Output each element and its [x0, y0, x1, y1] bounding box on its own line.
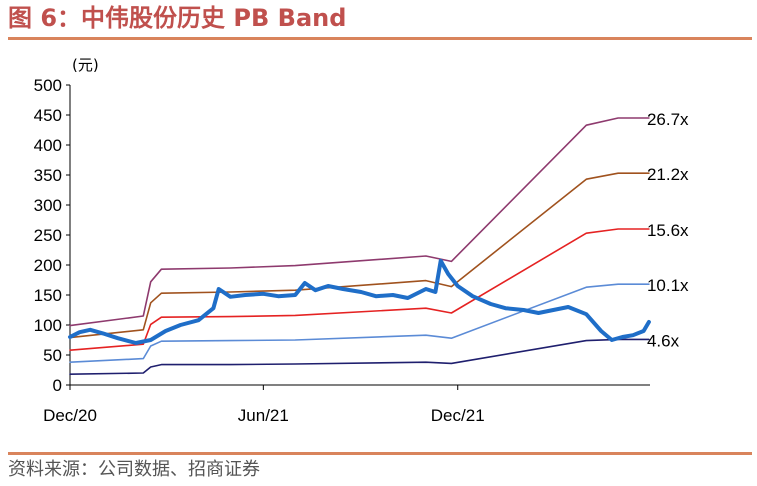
source-note: 资料来源：公司数据、招商证券	[8, 459, 260, 480]
y-tick-label: 50	[43, 346, 62, 365]
y-axis: 0 50 100 150 200 250 300 350 400 450 500	[34, 76, 71, 395]
pb-band-label: 15.6x	[647, 221, 689, 240]
x-tick-label: Jun/21	[238, 406, 289, 425]
y-tick-label: 300	[34, 196, 62, 215]
y-tick-label: 500	[34, 76, 62, 95]
pb-band-label: 21.2x	[647, 165, 689, 184]
source-divider	[8, 452, 752, 455]
pb-band-label: 10.1x	[647, 276, 689, 295]
y-tick-label: 450	[34, 106, 62, 125]
pb-band-line	[69, 228, 650, 351]
x-tick-label: Dec/21	[431, 406, 485, 425]
pb-band-chart: (元) 0 50 100 150 200 250 300 350 400 450 500 Dec/2…	[34, 56, 689, 425]
share-price-line	[68, 258, 651, 345]
pb-band-line	[69, 338, 650, 375]
pb-band-line	[69, 172, 650, 339]
title-divider	[8, 37, 752, 40]
pb-band-label: 4.6x	[647, 331, 680, 350]
pb-band-labels: 4.6x 10.1x 15.6x 21.2x 26.7x	[647, 110, 689, 350]
y-tick-label: 200	[34, 256, 62, 275]
pb-band-line	[69, 117, 650, 327]
figure-title: 图 6：中伟股份历史 PB Band	[8, 4, 347, 32]
pb-band-label: 26.7x	[647, 110, 689, 129]
x-tick-label: Dec/20	[43, 406, 97, 425]
pb-band-line	[69, 283, 650, 363]
x-axis: Dec/20 Jun/21 Dec/21	[43, 384, 650, 425]
y-tick-label: 100	[34, 316, 62, 335]
y-tick-label: 400	[34, 136, 62, 155]
y-tick-label: 350	[34, 166, 62, 185]
pb-band-lines	[68, 117, 651, 375]
y-tick-label: 250	[34, 226, 62, 245]
y-tick-label: 150	[34, 286, 62, 305]
y-tick-label: 0	[53, 376, 62, 395]
y-axis-unit-label: (元)	[72, 56, 99, 74]
